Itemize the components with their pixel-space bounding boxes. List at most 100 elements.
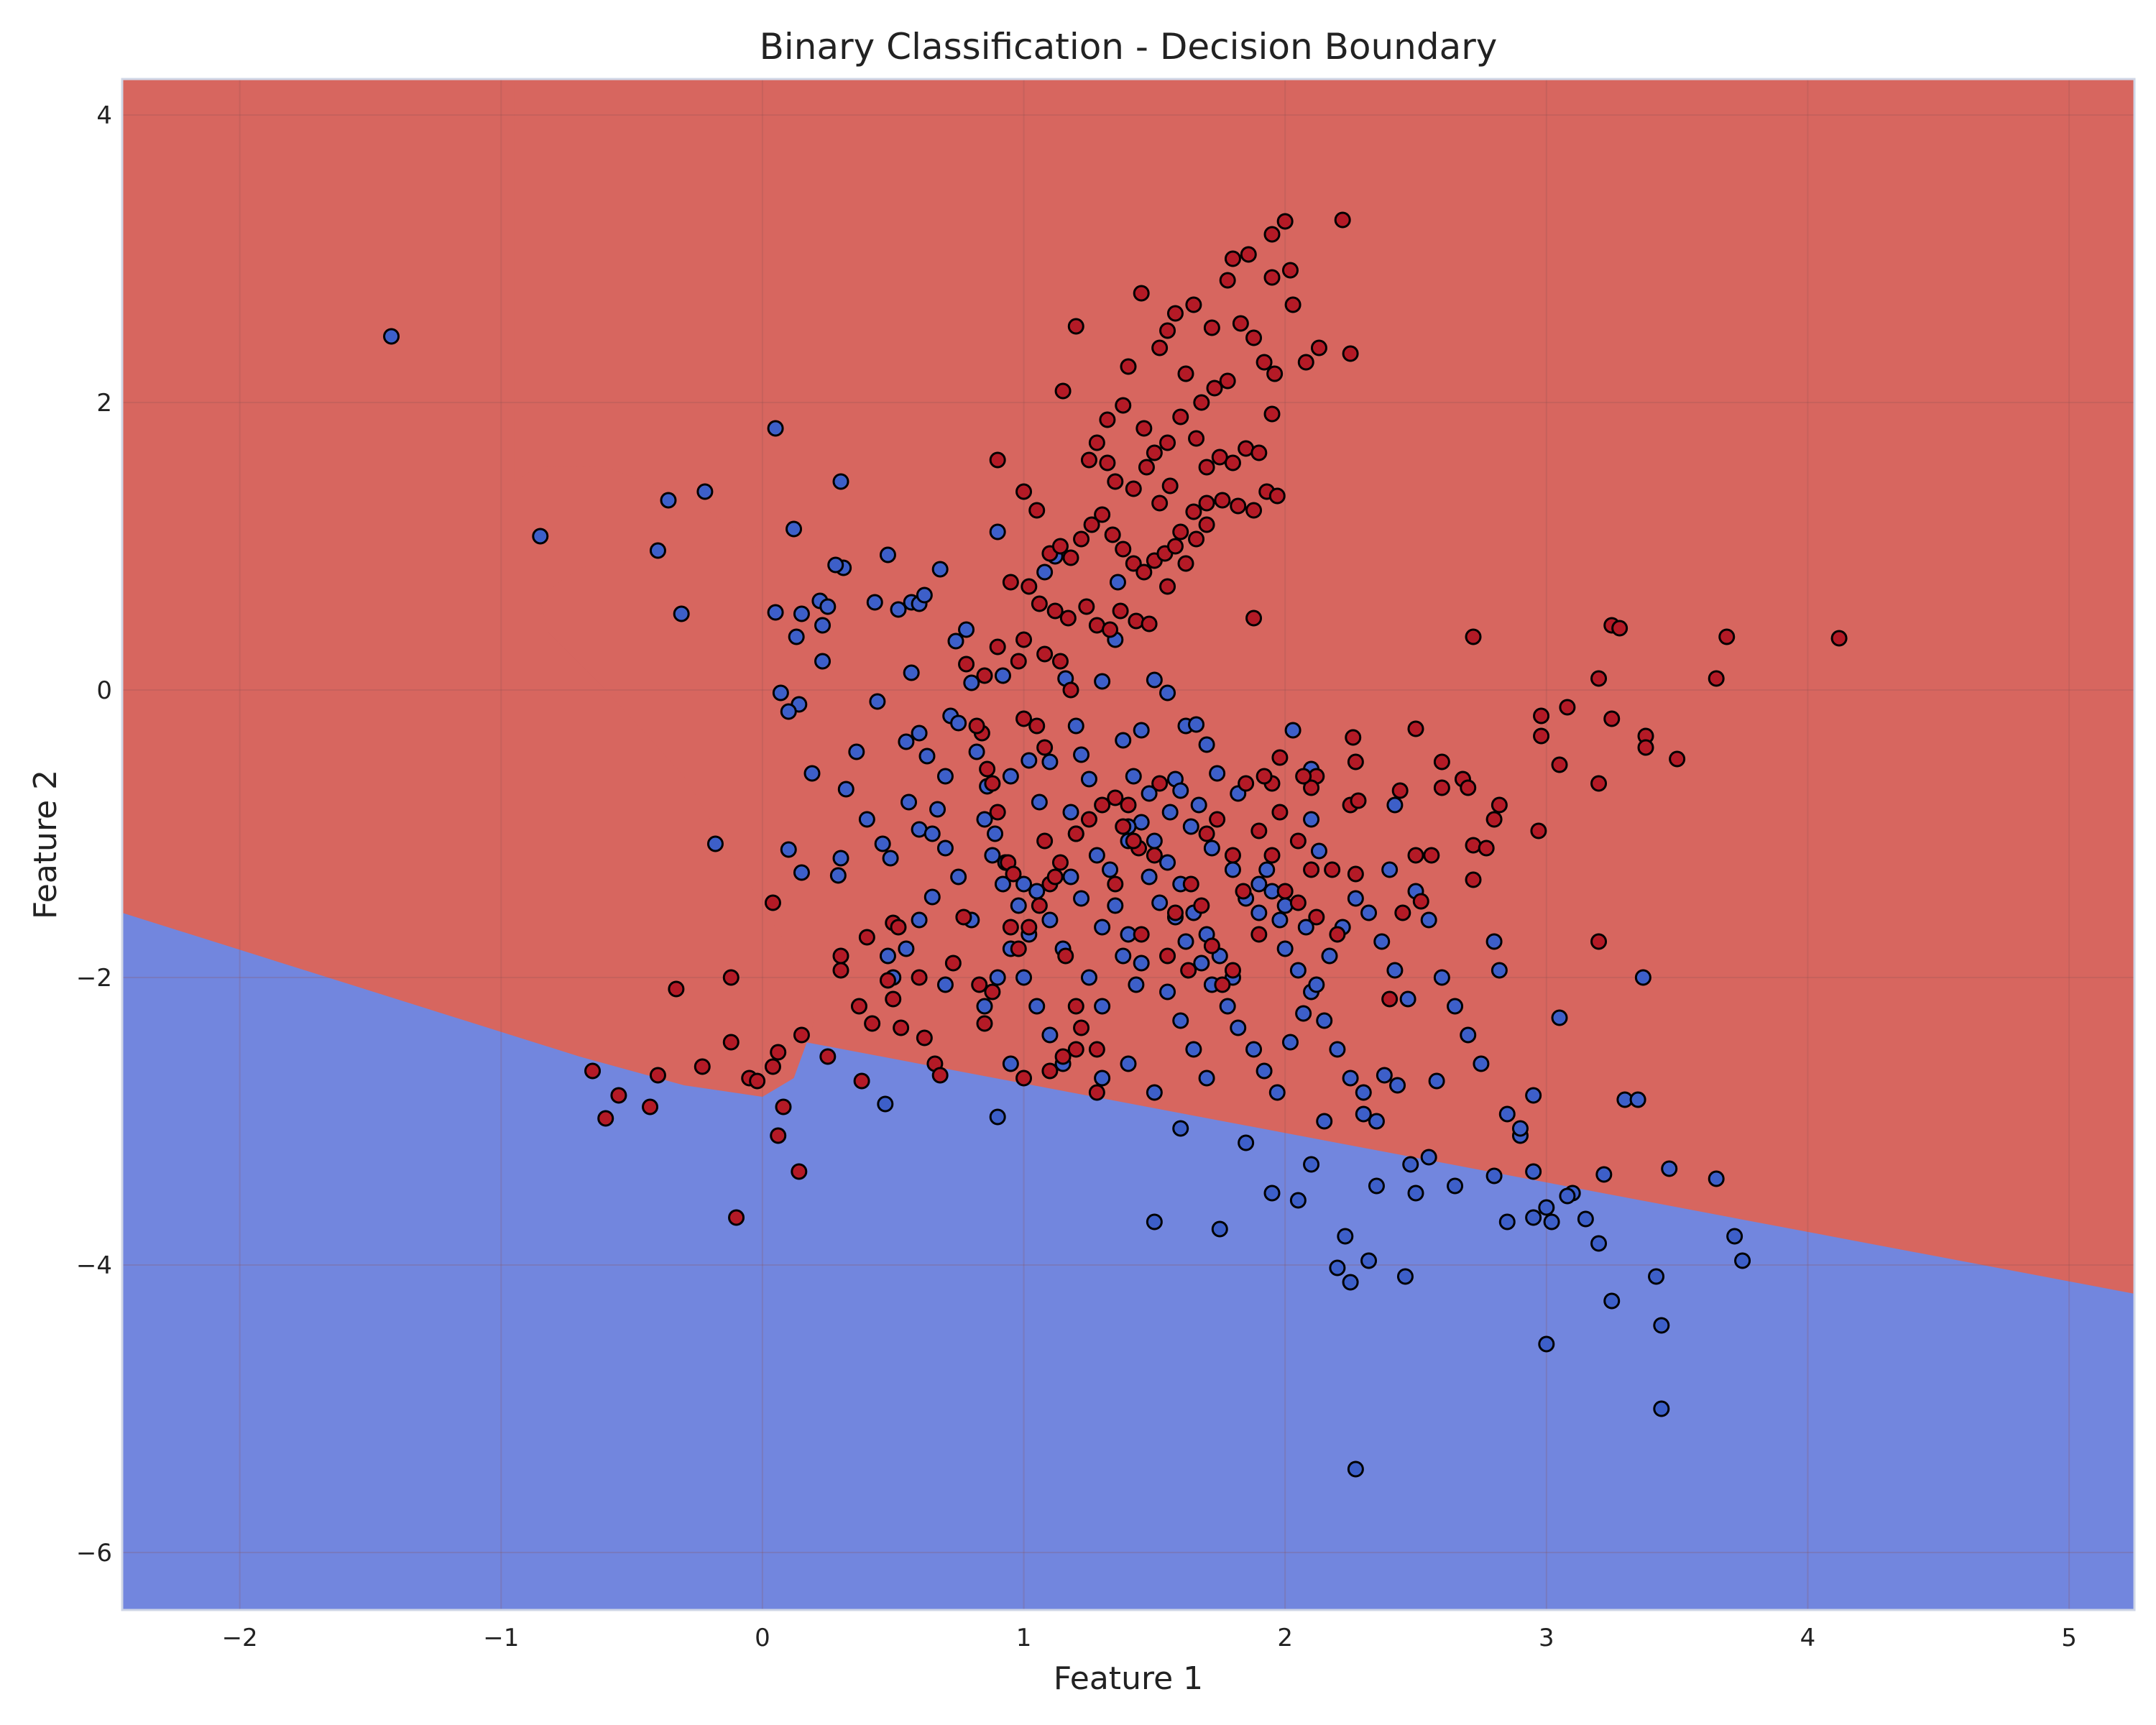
class-0-point	[1525, 1087, 1542, 1104]
class-0-point	[1198, 736, 1215, 753]
class-0-point	[1308, 976, 1325, 993]
x-tick-label: 0	[755, 1624, 770, 1652]
class-1-point	[911, 969, 928, 986]
class-0-point	[1268, 1084, 1286, 1101]
class-1-point	[1128, 612, 1145, 630]
class-0-point	[1102, 861, 1119, 878]
class-1-point	[1015, 631, 1033, 648]
plot-area	[121, 78, 2136, 1611]
class-0-point	[532, 528, 549, 545]
class-1-point	[610, 1087, 627, 1104]
class-0-point	[673, 605, 690, 622]
class-0-point	[848, 743, 865, 760]
class-0-point	[916, 586, 933, 604]
class-1-point	[1198, 825, 1215, 842]
class-0-points	[383, 328, 1751, 1478]
class-1-point	[832, 962, 849, 979]
class-1-point	[1230, 497, 1247, 515]
class-0-point	[950, 868, 967, 886]
class-1-point	[976, 1015, 993, 1032]
class-0-point	[1595, 1166, 1613, 1183]
class-0-point	[1347, 890, 1364, 907]
blue-region	[122, 913, 2134, 1610]
class-0-point	[1209, 765, 1226, 782]
class-1-point	[955, 908, 972, 926]
class-1-point	[1159, 947, 1176, 965]
class-1-point	[1345, 729, 1362, 746]
x-tick-label: 5	[2061, 1624, 2077, 1652]
class-1-point	[1185, 503, 1202, 520]
class-1-point	[1308, 908, 1325, 926]
class-0-point	[1073, 746, 1090, 763]
class-0-point	[898, 733, 915, 750]
class-1-point	[1334, 211, 1351, 229]
class-1-point	[1036, 645, 1054, 663]
class-0-point	[976, 998, 993, 1015]
class-1-point	[976, 667, 993, 684]
class-0-point	[923, 825, 941, 842]
class-0-point	[1133, 722, 1150, 739]
class-0-point	[1036, 564, 1054, 581]
class-0-point	[1559, 1187, 1576, 1205]
class-0-point	[1250, 904, 1268, 921]
class-0-point	[1447, 1177, 1464, 1195]
class-0-point	[1088, 847, 1105, 864]
class-0-point	[1525, 1163, 1542, 1180]
class-0-point	[1316, 1012, 1333, 1029]
class-0-point	[832, 850, 849, 867]
class-0-point	[1203, 840, 1220, 857]
class-1-point	[597, 1110, 614, 1127]
class-1-point	[1219, 272, 1236, 289]
class-1-point	[1198, 459, 1215, 476]
class-1-point	[1206, 380, 1223, 397]
class-1-point	[819, 1048, 837, 1065]
class-0-point	[994, 875, 1011, 893]
class-1-point	[1193, 897, 1210, 914]
class-1-point	[642, 1098, 659, 1116]
y-tick-label: −2	[76, 964, 112, 993]
x-tick-labels: −2 −1 0 1 2 3 4 5	[222, 1624, 2077, 1652]
class-0-point	[1172, 1012, 1189, 1029]
y-tick-label: 0	[96, 676, 112, 705]
class-1-point	[1235, 883, 1252, 900]
class-1-point	[1151, 339, 1169, 356]
class-0-point	[1094, 1070, 1111, 1087]
class-0-point	[900, 794, 918, 811]
class-1-point	[1080, 811, 1097, 828]
class-0-point	[984, 847, 1001, 864]
class-0-point	[1028, 998, 1046, 1015]
y-tick-label: 4	[96, 101, 112, 130]
class-1-point	[722, 969, 740, 986]
class-1-point	[1185, 296, 1202, 313]
class-1-point	[1263, 405, 1281, 423]
class-1-point	[1485, 811, 1503, 828]
class-0-point	[879, 947, 896, 965]
class-1-point	[1423, 847, 1440, 864]
class-0-point	[1073, 890, 1090, 907]
class-0-point	[767, 420, 784, 437]
class-0-point	[706, 835, 724, 852]
class-0-point	[1373, 933, 1391, 950]
class-0-point	[1577, 1210, 1594, 1228]
class-0-point	[1402, 1156, 1419, 1173]
class-1-point	[1051, 538, 1069, 555]
class-1-point	[1041, 1062, 1059, 1080]
class-1-point	[1057, 947, 1074, 965]
class-1-point	[1219, 372, 1236, 390]
class-1-point	[1266, 365, 1284, 382]
class-0-point	[1289, 962, 1307, 979]
class-0-point	[1015, 969, 1033, 986]
class-1-point	[1078, 598, 1095, 615]
class-1-point	[1465, 871, 1482, 888]
class-0-point	[803, 765, 821, 782]
class-1-point	[1002, 919, 1019, 936]
class-1-point	[931, 1067, 949, 1084]
class-0-point	[1041, 1026, 1059, 1044]
class-1-point	[1590, 933, 1608, 950]
y-tick-label: 2	[96, 389, 112, 418]
class-1-point	[1083, 516, 1100, 533]
class-0-point	[936, 976, 954, 993]
class-0-point	[1161, 804, 1179, 821]
class-1-point	[764, 894, 781, 911]
class-0-point	[1303, 1156, 1320, 1173]
